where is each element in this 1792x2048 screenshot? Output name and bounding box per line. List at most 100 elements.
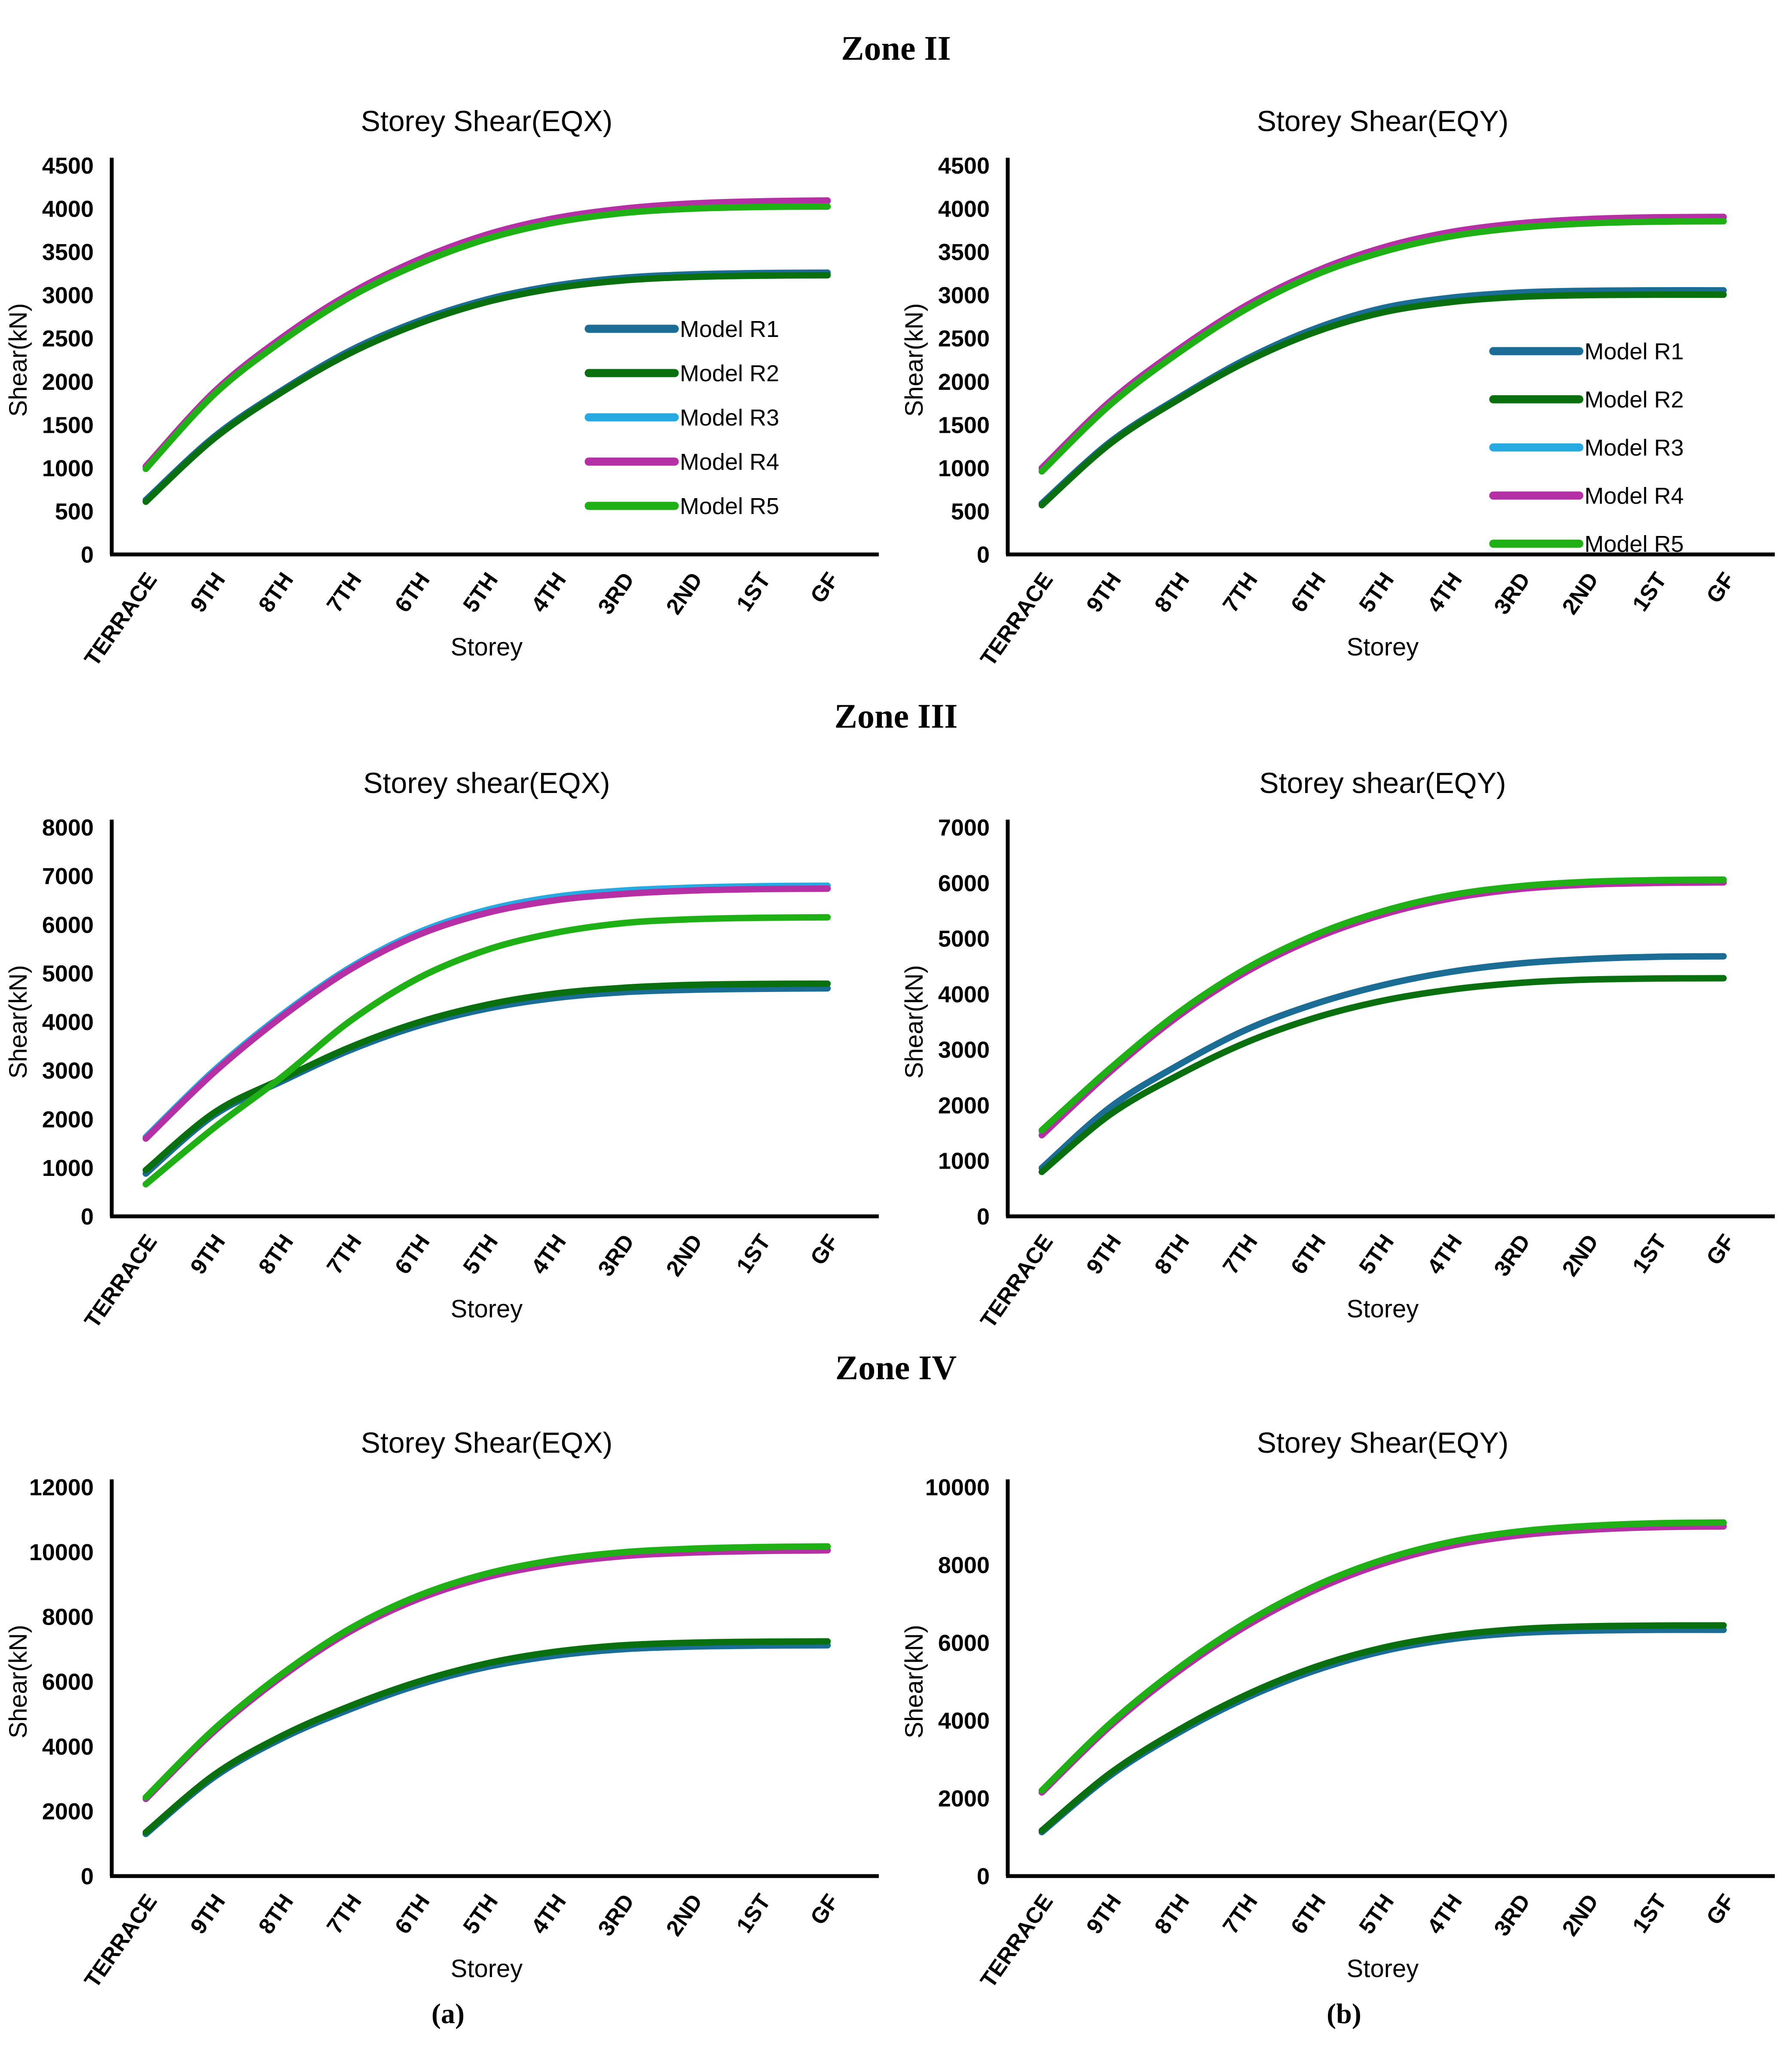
y-tick-label: 0 [81,1864,94,1889]
x-tick-label: 4TH [1422,568,1467,617]
x-axis-title: Storey [451,1955,523,1983]
y-tick-label: 6000 [42,912,94,938]
x-tick-label: GF [1702,568,1740,608]
x-tick-label: 5TH [458,568,503,617]
x-axis-title: Storey [1347,1295,1419,1323]
chart-title: Storey Shear(EQX) [361,1427,613,1459]
chart-zone2-eqx: Storey Shear(EQX) 0 500 1000 1500 2000 2500 300… [0,39,896,666]
y-tick-label: 4000 [42,1734,94,1760]
y-tick-label: 2000 [938,1786,990,1812]
x-tick-label: 4TH [1422,1230,1467,1279]
chart-zone2-eqy-svg: Storey Shear(EQY) 0 500 1000 1500 2000 2500 300… [900,105,1775,666]
x-tick-label: GF [1702,1890,1740,1929]
y-axis-title: Shear(kN) [4,965,32,1078]
x-tick-label: 6TH [1286,1890,1331,1939]
x-tick-label: 3RD [593,1230,639,1281]
y-tick-label: 3000 [42,1058,94,1084]
series-line-model-r1 [1038,1626,1727,1836]
x-tick-label: GF [806,1230,844,1270]
x-tick-label: 8TH [1150,1230,1195,1279]
zone4-row: Storey Shear(EQX) 0 2000 4000 6000 8000 10000 1… [0,1360,1792,1988]
legend-label-model-r4: Model R4 [680,449,779,475]
y-tick-label: 1500 [42,412,94,438]
x-tick-label: 9TH [186,1230,230,1279]
x-tick-label: TERRACE [80,1230,162,1328]
y-tick-label: 6000 [938,870,990,896]
y-tick-label: 0 [81,542,94,568]
x-tick-label: 2ND [661,1890,707,1941]
chart-zone3-eqx: Storey shear(EQX) 0 1000 2000 3000 4000 5000 60… [0,701,896,1328]
zone2-row: Storey Shear(EQX) 0 500 1000 1500 2000 2500 300… [0,39,1792,666]
y-tick-label: 8000 [42,1604,94,1630]
x-tick-label: 2ND [1557,568,1603,619]
y-tick-label: 3000 [938,1037,990,1063]
x-tick-label: 5TH [458,1890,503,1939]
chart-zone3-eqy: Storey shear(EQY) 0 1000 2000 3000 4000 5000 60… [896,701,1792,1328]
y-tick-label: 4500 [42,153,94,179]
y-tick-label: 4000 [938,196,990,222]
x-tick-label: 7TH [322,1230,367,1279]
y-tick-label: 1000 [938,456,990,481]
chart-zone4-eqy: Storey Shear(EQY) 0 2000 4000 6000 8000 10000 S… [896,1360,1792,1988]
zone2-heading: Zone II [841,30,951,68]
y-tick-label: 6000 [42,1669,94,1695]
y-tick-label: 4000 [42,1010,94,1035]
x-tick-label: 1ST [732,568,776,616]
chart-zone2-eqy: Storey Shear(EQY) 0 500 1000 1500 2000 2500 300… [896,39,1792,666]
zone3-heading: Zone III [834,698,958,736]
x-tick-label: 7TH [1218,568,1263,617]
x-tick-label: 2ND [1557,1890,1603,1941]
x-tick-label: 9TH [1082,1230,1126,1279]
legend-label-model-r5: Model R5 [1584,531,1684,557]
series-line-model-r4 [1038,879,1727,1139]
x-tick-label: 3RD [1489,1890,1535,1941]
series-line-model-r2 [142,980,831,1174]
series-line-model-r1 [1038,953,1727,1172]
series-line-model-r4 [142,1547,831,1803]
x-tick-label: 7TH [1218,1230,1263,1279]
y-tick-label: 3000 [938,283,990,309]
x-tick-label: 2ND [1557,1230,1603,1281]
x-tick-label: 1ST [732,1230,776,1278]
series-line-model-r2 [1038,1622,1727,1834]
x-tick-label: 1ST [1628,1889,1672,1938]
series-line-model-r5 [142,1543,831,1801]
x-tick-label: 3RD [1489,568,1535,619]
x-tick-label: 4TH [526,1230,571,1279]
x-tick-label: 3RD [593,1890,639,1941]
x-tick-label: 8TH [1150,1890,1195,1939]
series-line-model-r2 [142,272,831,505]
x-tick-label: 6TH [1286,1230,1331,1279]
y-tick-label: 4000 [42,196,94,222]
y-tick-label: 2000 [42,369,94,395]
y-tick-label: 10000 [925,1475,990,1500]
y-tick-label: 7000 [42,863,94,889]
y-axis-title: Shear(kN) [900,303,928,416]
y-tick-label: 3000 [42,283,94,309]
x-tick-label: 2ND [661,568,707,619]
y-tick-label: 10000 [29,1540,94,1565]
x-tick-label: 4TH [526,1890,571,1939]
y-tick-label: 4000 [938,982,990,1007]
x-tick-label: 9TH [1082,1890,1126,1939]
x-tick-label: 6TH [390,1890,435,1939]
series-line-model-r2 [1038,291,1727,508]
zone3-row: Storey shear(EQX) 0 1000 2000 3000 4000 5000 60… [0,701,1792,1328]
x-tick-label: 5TH [1354,1890,1399,1939]
x-tick-label: 7TH [322,1890,367,1939]
x-tick-label: 4TH [1422,1890,1467,1939]
x-axis-title: Storey [451,1295,523,1323]
y-tick-label: 4000 [938,1708,990,1734]
x-tick-label: GF [1702,1230,1740,1270]
x-tick-label: 6TH [390,1230,435,1279]
y-tick-label: 3500 [938,239,990,265]
x-tick-label: 9TH [186,568,230,617]
y-tick-label: 8000 [938,1552,990,1578]
x-tick-label: 9TH [186,1890,230,1939]
x-tick-label: 9TH [1082,568,1126,617]
y-tick-label: 7000 [938,815,990,841]
x-tick-label: 6TH [1286,568,1331,617]
legend-label-model-r2: Model R2 [1584,387,1684,413]
x-tick-label: 8TH [1150,568,1195,617]
y-tick-label: 2000 [42,1107,94,1133]
